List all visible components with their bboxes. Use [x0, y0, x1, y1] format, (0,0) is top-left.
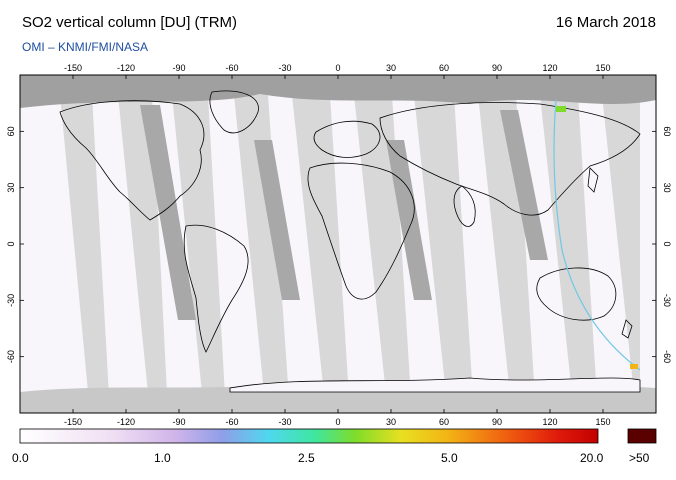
lon-ticks-top: -150 -120 -90 -60 -30 0 30 60 90 120 150: [64, 63, 611, 79]
lon-label-top: 90: [492, 63, 502, 73]
data-credit: OMI – KNMI/FMI/NASA: [22, 40, 149, 54]
map-date: 16 March 2018: [555, 14, 656, 31]
arctic-region: [20, 75, 656, 108]
map-title: SO2 vertical column [DU] (TRM): [22, 14, 238, 31]
lat-ticks-right: 60 30 0 -30 -60: [652, 126, 672, 363]
colorbar-label-0: 0.0: [12, 451, 29, 465]
lon-label-bottom: -150: [64, 417, 82, 427]
lat-label-left: 60: [6, 126, 16, 136]
lon-ticks-bottom: -150 -120 -90 -60 -30 0 30 60 90 120 150: [64, 409, 611, 427]
lon-label-bottom: -120: [117, 417, 135, 427]
map-canvas: [20, 75, 656, 413]
lat-label-left: -30: [6, 294, 16, 307]
lon-label-bottom: -60: [225, 417, 238, 427]
lon-label-top: 120: [542, 63, 557, 73]
colorbar-over-label: >50: [629, 451, 650, 465]
lon-label-top: 60: [439, 63, 449, 73]
lon-label-bottom: 60: [439, 417, 449, 427]
lat-label-left: 0: [6, 241, 16, 246]
lon-label-top: 150: [595, 63, 610, 73]
lon-label-bottom: 0: [335, 417, 340, 427]
so2-signal-south: [630, 364, 638, 369]
colorbar-label-4: 20.0: [580, 451, 604, 465]
lon-label-bottom: 30: [386, 417, 396, 427]
so2-signal-north: [556, 106, 566, 112]
lat-label-right: 0: [662, 241, 672, 246]
lat-label-left: 30: [6, 183, 16, 193]
lon-label-top: -120: [117, 63, 135, 73]
colorbar: [19, 428, 599, 444]
orbit-gaps: [140, 105, 548, 320]
colorbar-label-3: 5.0: [441, 451, 458, 465]
lat-label-right: 60: [662, 126, 672, 136]
lon-label-bottom: 90: [492, 417, 502, 427]
lat-label-right: 30: [662, 183, 672, 193]
lon-label-top: 0: [335, 63, 340, 73]
lat-label-left: -60: [6, 350, 16, 363]
colorbar-label-2: 2.5: [298, 451, 315, 465]
lon-label-bottom: -30: [278, 417, 291, 427]
antarctica-coast: [229, 377, 641, 393]
lon-label-top: -150: [64, 63, 82, 73]
lat-ticks-left: 60 30 0 -30 -60: [6, 126, 24, 363]
lon-label-bottom: -90: [172, 417, 185, 427]
lon-label-top: -30: [278, 63, 291, 73]
lon-label-bottom: 120: [542, 417, 557, 427]
orbit-track: [553, 99, 641, 371]
lon-label-top: -60: [225, 63, 238, 73]
lon-label-top: 30: [386, 63, 396, 73]
lat-label-right: -30: [662, 294, 672, 307]
colorbar-label-1: 1.0: [154, 451, 171, 465]
coastlines: [59, 90, 641, 353]
lat-label-right: -60: [662, 350, 672, 363]
lon-label-top: -90: [172, 63, 185, 73]
lon-label-bottom: 150: [595, 417, 610, 427]
colorbar-over-box: [627, 428, 657, 444]
